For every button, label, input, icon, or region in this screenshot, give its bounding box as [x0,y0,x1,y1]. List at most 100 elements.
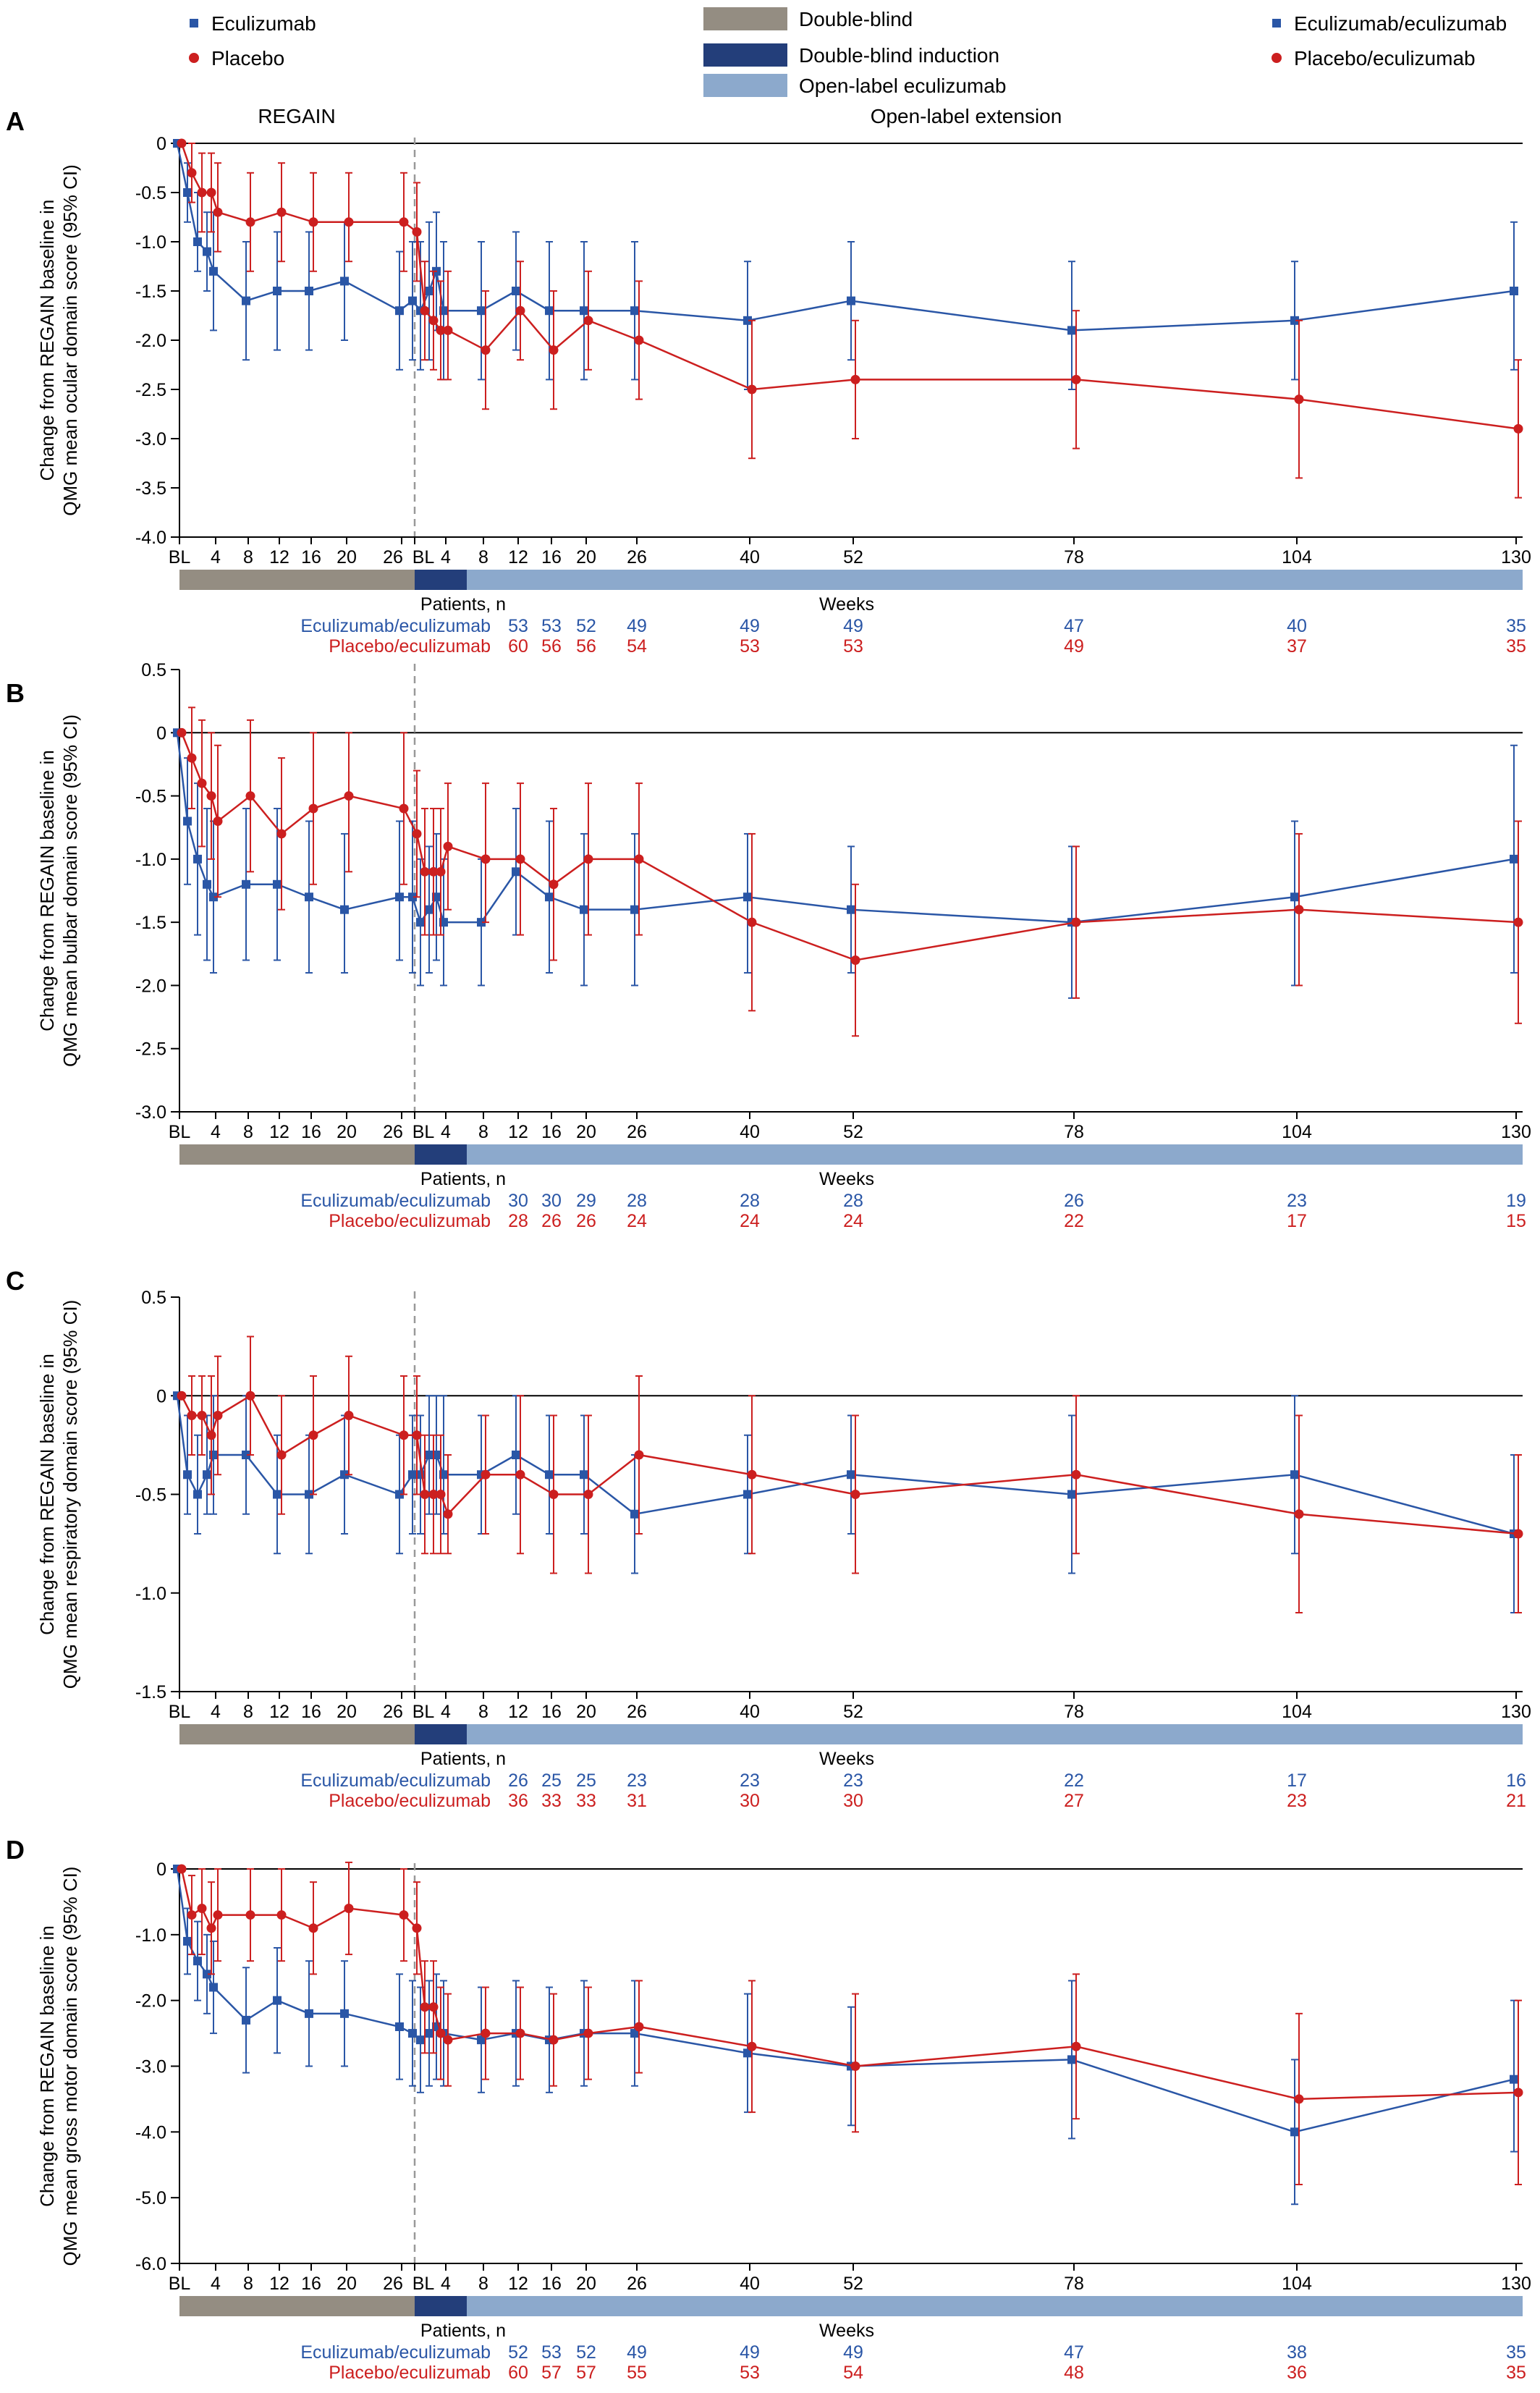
data-point-placebo [197,1904,207,1913]
x-tick-label: 104 [1282,1122,1312,1142]
patients-row-label-pla: Placebo/eculizumab [329,1791,491,1811]
x-tick-label: 20 [337,1702,357,1722]
x-tick-label: 52 [843,1122,863,1142]
y-tick-label: -0.5 [135,787,166,807]
data-point-eculizumab [203,1470,211,1480]
data-point-placebo [213,1910,223,1920]
y-tick-label: -1.5 [135,282,166,302]
patients-count-ecu: 30 [508,1191,528,1211]
patients-row-label-ecu: Eculizumab/eculizumab [300,2342,491,2363]
patients-count-pla: 56 [576,636,596,657]
data-point-eculizumab [183,1470,192,1480]
data-point-placebo [399,217,409,227]
x-tick-label: 8 [243,547,253,567]
data-point-placebo [1513,1529,1523,1539]
x-tick-label: 16 [301,547,321,567]
data-point-placebo [443,325,453,335]
patients-count-pla: 30 [740,1791,760,1811]
data-point-eculizumab [395,306,404,316]
y-tick-label: 0 [156,723,166,743]
data-point-eculizumab [1290,1470,1299,1480]
x-tick-label: 8 [478,1702,488,1722]
patients-count-pla: 60 [508,2363,528,2383]
data-point-placebo [481,2028,491,2038]
data-point-eculizumab [1067,1490,1076,1499]
data-point-eculizumab [512,1451,520,1459]
data-point-placebo [634,335,644,345]
x-tick-label: 20 [576,1122,596,1142]
data-point-eculizumab [340,1470,349,1480]
data-point-placebo [344,1411,354,1420]
patients-row-label-ecu: Eculizumab/eculizumab [300,616,491,636]
legend-label: Eculizumab/eculizumab [1294,12,1507,35]
data-point-eculizumab [545,1470,554,1480]
data-point-eculizumab [416,2035,425,2045]
patients-count-pla: 26 [541,1211,562,1231]
data-point-eculizumab [340,905,349,914]
data-point-placebo [308,1923,318,1933]
legend-swatch [703,7,787,30]
patients-count-pla: 57 [541,2363,562,2383]
x-tick-label: 26 [383,547,403,567]
data-point-eculizumab [416,918,425,927]
patients-count-pla: 56 [541,636,562,657]
x-tick-label: 78 [1064,1122,1084,1142]
y-tick-label: -1.0 [135,1584,166,1604]
patients-count-pla: 54 [627,636,647,657]
data-point-placebo [420,1490,430,1499]
y-tick-label: -2.0 [135,1991,166,2012]
data-point-eculizumab [743,316,752,325]
data-point-eculizumab [273,1996,282,2005]
data-point-placebo [634,1450,644,1460]
patients-count-ecu: 25 [576,1771,596,1791]
data-point-eculizumab [273,1490,282,1499]
data-point-placebo [443,2035,453,2045]
data-point-eculizumab [193,237,202,246]
data-point-placebo [177,1390,187,1401]
data-point-placebo [206,791,216,801]
data-point-eculizumab [1510,854,1518,864]
data-point-placebo [187,1411,197,1420]
patients-count-pla: 22 [1064,1211,1084,1231]
data-point-eculizumab [183,1936,192,1946]
x-tick-label: 4 [211,1702,221,1722]
x-tick-label: 40 [740,2274,760,2294]
data-point-eculizumab [340,2009,349,2018]
patients-row-label-ecu: Eculizumab/eculizumab [300,1771,491,1791]
data-point-eculizumab [630,306,639,316]
patients-count-pla: 49 [1064,636,1084,657]
x-tick-label: 8 [243,2274,253,2294]
data-point-placebo [634,2022,644,2032]
patients-count-pla: 24 [740,1211,760,1231]
x-tick-label: BL [169,1122,191,1142]
legend-label: Eculizumab [211,12,316,35]
patients-count-ecu: 25 [541,1771,562,1791]
data-point-placebo [245,217,255,227]
data-point-placebo [481,1469,491,1480]
data-point-eculizumab [209,1451,218,1459]
data-point-placebo [187,1910,197,1920]
data-point-eculizumab [425,905,433,914]
data-point-eculizumab [425,287,433,295]
data-point-eculizumab [408,1470,417,1480]
period-bar-open-label [467,570,1523,590]
data-point-placebo [412,227,422,237]
data-point-placebo [177,138,187,148]
patients-count-ecu: 23 [740,1771,760,1791]
patients-count-pla: 24 [627,1211,647,1231]
data-point-placebo [177,727,187,738]
patients-count-ecu: 35 [1506,616,1526,636]
panel-letter: A [6,106,25,136]
patients-row-label-ecu: Eculizumab/eculizumab [300,1191,491,1211]
x-tick-label: BL [412,1122,435,1142]
panel-a: A REGAIN Open-label extension 0 -0.5 -1.0 -1.5… [6,105,1531,657]
data-point-placebo [747,384,757,394]
data-point-eculizumab [425,1451,433,1459]
weeks-label: Weeks [819,1749,874,1769]
x-tick-label: 16 [301,2274,321,2294]
data-point-eculizumab [847,296,855,305]
panel-d: D0-1.0-2.0-3.0-4.0-5.0-6.0BL 4 8 12 16 20 26 BL… [6,1835,1531,2383]
data-point-placebo [583,1490,593,1499]
data-point-placebo [747,2041,757,2051]
